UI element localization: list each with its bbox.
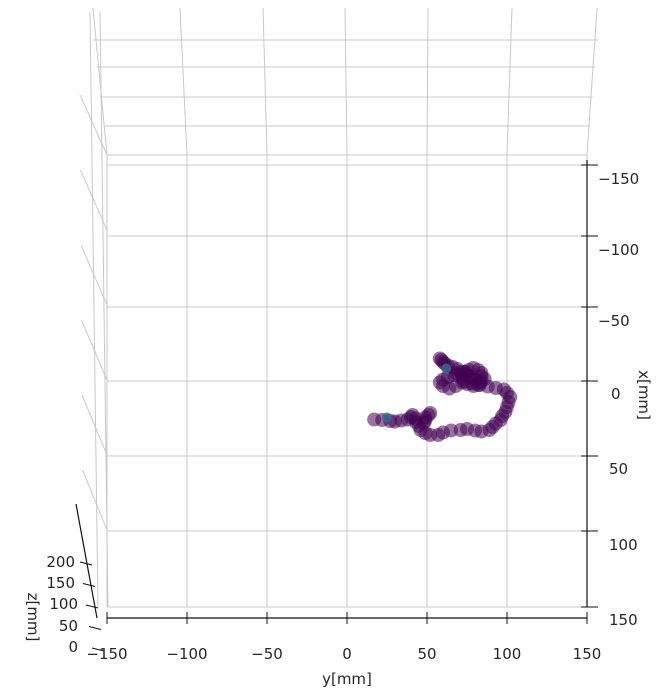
y-axis-tick-labels: −150 −100 −50 0 50 100 150 [86,645,601,663]
x-tick-label: 0 [611,385,621,403]
z-tick [91,647,105,652]
z-tick-label: 0 [68,638,78,656]
y-tick-label: −50 [251,645,283,663]
z-axis-label: z[mm] [24,593,42,642]
x-tick-label: −50 [598,312,630,330]
gridline [344,7,348,156]
grid [79,7,598,608]
data-point [423,406,438,420]
z-tick [85,604,99,609]
z-tick-label: 100 [49,595,78,613]
highlight-point [441,363,452,374]
gridline [506,7,513,156]
z-axis-line [75,503,98,619]
z-tick-label: 150 [46,574,75,592]
x-axis-label: x[mm] [635,370,653,420]
y-tick-label: −100 [166,645,207,663]
z-axis-tick-labels: 200 150 100 50 0 [46,553,78,656]
gridline [82,469,108,531]
axes [75,160,598,652]
y-tick-label: 100 [493,645,522,663]
gridline [81,394,108,456]
gridline [586,7,598,156]
x-tick-label: 150 [609,611,638,629]
y-tick-label: 150 [573,645,602,663]
z-tick [88,626,102,630]
gridline [92,7,108,156]
z-tick [82,583,96,587]
x-tick-label: −100 [598,241,639,259]
data-point [432,351,447,366]
highlight-point [382,412,392,423]
gridline [179,7,188,156]
y-tick-label: −150 [86,645,127,663]
data-points [367,351,518,442]
x-axis-tick-labels: 150 100 50 0 −50 −100 −150 [598,170,639,629]
x-tick-label: 50 [609,460,628,478]
gridline [426,7,429,156]
gridline [89,11,99,608]
x-tick-label: −150 [598,170,639,188]
y-tick-label: 0 [342,645,352,663]
z-tick [79,561,93,566]
z-tick-label: 50 [59,617,78,635]
x-tick-label: 100 [609,536,638,554]
gridline [262,7,268,156]
z-tick-label: 200 [46,553,75,571]
gridline [99,11,109,608]
y-axis-label: y[mm] [322,670,372,688]
y-tick-label: 50 [417,645,436,663]
gridline [79,94,108,156]
